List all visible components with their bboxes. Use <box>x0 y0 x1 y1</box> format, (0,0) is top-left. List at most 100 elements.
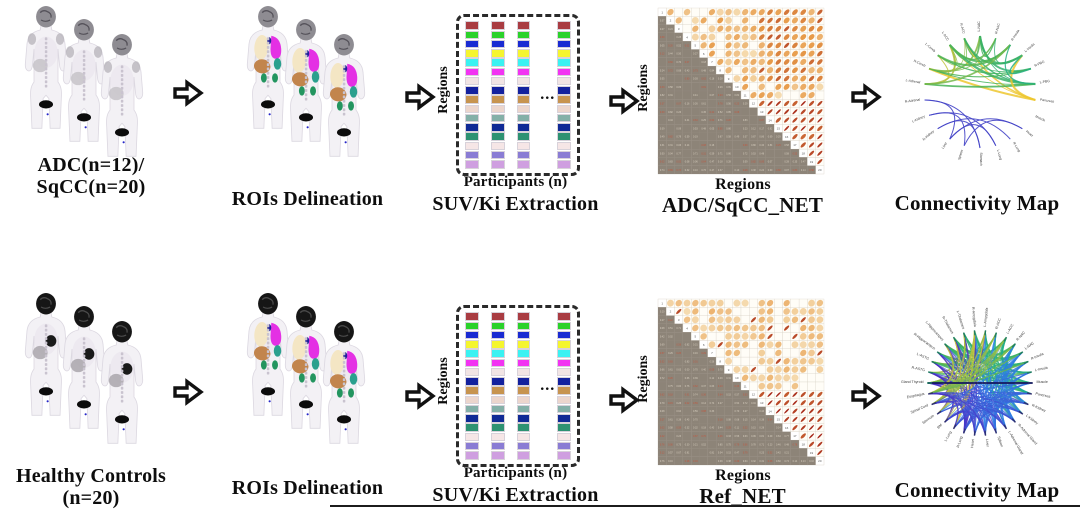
svg-text:0.07: 0.07 <box>710 94 715 97</box>
svg-text:16: 16 <box>785 135 789 139</box>
node-label: L-Insula <box>1024 42 1036 53</box>
svg-text:0.57: 0.57 <box>660 19 665 22</box>
svg-text:6: 6 <box>703 52 705 56</box>
node-label: Stomach <box>979 153 983 166</box>
node-label: L-NAC <box>1024 341 1035 351</box>
cohort-label: Healthy Controls (n=20) <box>0 465 182 510</box>
svg-text:0.71: 0.71 <box>676 327 681 330</box>
svg-text:15: 15 <box>777 418 781 422</box>
svg-text:0.58: 0.58 <box>726 136 731 139</box>
svg-text:0.47: 0.47 <box>801 161 806 164</box>
svg-text:0.09: 0.09 <box>676 86 681 89</box>
matrix-regions-y-label: Regions <box>636 355 651 403</box>
svg-text:0.22: 0.22 <box>668 319 673 322</box>
svg-text:0.37: 0.37 <box>701 385 706 388</box>
svg-text:0.12: 0.12 <box>660 452 665 455</box>
svg-text:0.83: 0.83 <box>685 360 690 363</box>
svg-text:0.45: 0.45 <box>701 111 706 114</box>
svg-text:0.49: 0.49 <box>660 136 665 139</box>
heart-blob <box>83 348 95 360</box>
svg-text:0.52: 0.52 <box>676 44 681 47</box>
head <box>112 321 132 343</box>
pet-body-figure <box>246 293 290 416</box>
pipeline-row: ADC(n=12)/SqCC(n=20) ROIs Delineation... R… <box>0 2 1080 234</box>
svg-text:0.49: 0.49 <box>735 136 740 139</box>
node-label: L-PBG <box>1039 79 1050 84</box>
svg-text:0.28: 0.28 <box>759 427 764 430</box>
svg-text:0.19: 0.19 <box>693 136 698 139</box>
svg-text:0.82: 0.82 <box>735 94 740 97</box>
svg-text:0.82: 0.82 <box>751 161 756 164</box>
svg-text:0.29: 0.29 <box>718 86 723 89</box>
svg-text:0.12: 0.12 <box>751 127 756 130</box>
svg-text:0.69: 0.69 <box>660 344 665 347</box>
svg-text:12: 12 <box>752 102 756 106</box>
svg-text:8: 8 <box>719 359 721 363</box>
node-label: L-ACC <box>941 31 950 42</box>
svg-text:0.25: 0.25 <box>776 144 781 147</box>
svg-text:0.32: 0.32 <box>751 460 756 463</box>
svg-text:0.18: 0.18 <box>718 418 723 421</box>
svg-text:0.47: 0.47 <box>710 169 715 172</box>
node-label: R-Lung <box>956 436 963 448</box>
bladder-blob <box>260 387 276 396</box>
svg-text:0.52: 0.52 <box>768 452 773 455</box>
svg-text:0.46: 0.46 <box>776 443 781 446</box>
node-label: L-Thalamus <box>956 310 966 329</box>
roi-kidney-left <box>310 86 317 96</box>
svg-text:0.00: 0.00 <box>685 369 690 372</box>
svg-text:19: 19 <box>810 160 814 164</box>
svg-text:0.77: 0.77 <box>784 435 789 438</box>
svg-text:0.64: 0.64 <box>693 119 698 122</box>
svg-text:0.44: 0.44 <box>668 119 673 122</box>
svg-text:0.08: 0.08 <box>726 418 731 421</box>
node-label: Gland Thyroid <box>901 380 924 384</box>
svg-text:0.68: 0.68 <box>676 69 681 72</box>
svg-text:6: 6 <box>703 343 705 347</box>
cohort-label-line2: (n=20) <box>62 487 120 510</box>
svg-text:0.39: 0.39 <box>660 127 665 130</box>
bladder-blob <box>76 400 92 409</box>
head <box>112 34 132 56</box>
roi-lung-left <box>346 63 358 87</box>
node-label: L-Hippocampus <box>925 320 945 342</box>
svg-text:0.10: 0.10 <box>735 169 740 172</box>
bladder-blob <box>298 400 314 409</box>
extraction-regions-axis-label: Regions <box>436 357 451 405</box>
svg-text:14: 14 <box>768 409 772 413</box>
pet-body-figure <box>24 6 68 129</box>
svg-text:0.41: 0.41 <box>693 94 698 97</box>
svg-text:0.13: 0.13 <box>801 460 806 463</box>
svg-text:0.29: 0.29 <box>743 102 748 105</box>
svg-text:0.07: 0.07 <box>784 169 789 172</box>
svg-text:0.18: 0.18 <box>710 78 715 81</box>
matrix-title: ADC/SqCC_NET <box>661 193 824 217</box>
svg-text:0.27: 0.27 <box>693 53 698 56</box>
liver-blob <box>70 358 86 373</box>
svg-text:8: 8 <box>719 68 721 72</box>
roi-lung-right <box>254 34 269 60</box>
svg-text:0.31: 0.31 <box>668 144 673 147</box>
svg-text:0.59: 0.59 <box>710 152 715 155</box>
svg-text:0.56: 0.56 <box>743 443 748 446</box>
svg-text:0.46: 0.46 <box>735 385 740 388</box>
roi-spleen <box>311 71 320 83</box>
svg-text:0.29: 0.29 <box>668 352 673 355</box>
node-label: R-ACC <box>959 23 966 35</box>
svg-text:0.52: 0.52 <box>718 111 723 114</box>
bladder-blob <box>38 100 54 109</box>
node-label: L-Kidney <box>1025 414 1039 426</box>
ellipsis-text: ... <box>540 377 556 394</box>
svg-text:19: 19 <box>810 451 814 455</box>
svg-text:0.56: 0.56 <box>735 435 740 438</box>
pet-body-figure <box>100 321 144 444</box>
node-label: Pancreas <box>1040 98 1055 104</box>
svg-text:0.08: 0.08 <box>701 144 706 147</box>
svg-text:0.85: 0.85 <box>718 443 723 446</box>
svg-text:0.61: 0.61 <box>668 418 673 421</box>
participant-column <box>557 21 571 169</box>
flow-arrow-icon <box>172 377 204 407</box>
svg-text:0.89: 0.89 <box>726 86 731 89</box>
svg-text:0.15: 0.15 <box>726 393 731 396</box>
svg-text:0.63: 0.63 <box>743 435 748 438</box>
